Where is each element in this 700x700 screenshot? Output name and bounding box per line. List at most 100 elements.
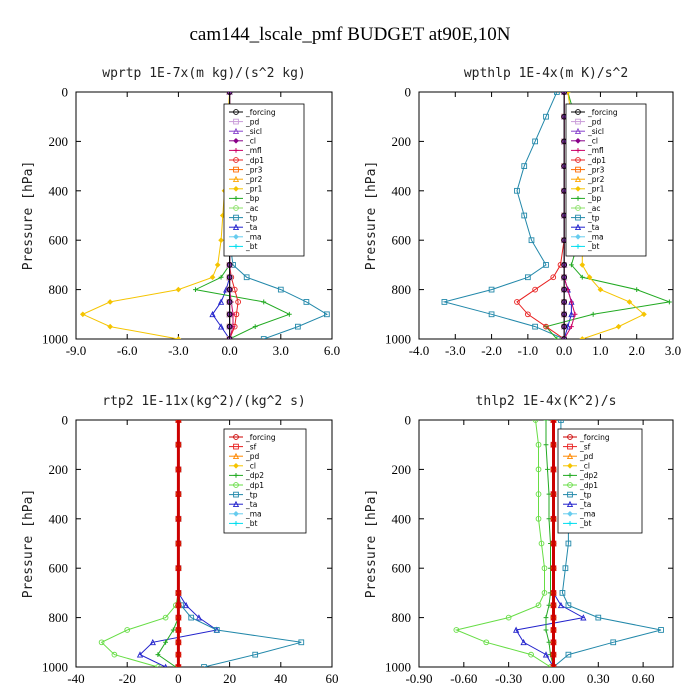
series-line-dp1 <box>454 420 551 667</box>
data-point <box>543 323 549 330</box>
data-point <box>569 262 574 268</box>
y-tick-label: 200 <box>392 134 412 149</box>
legend-label: _pr3 <box>587 165 605 174</box>
data-point <box>535 466 542 473</box>
legend-marker <box>233 462 239 469</box>
legend-label: _forcing <box>579 433 610 442</box>
legend-label: _sicl <box>245 127 262 136</box>
panel-title: wpthlp 1E-4x(m K)/s^2 <box>464 66 628 81</box>
legend-label: _pr1 <box>245 185 263 194</box>
data-point <box>188 614 195 621</box>
data-point <box>295 323 301 330</box>
legend-label: _pr2 <box>245 175 263 184</box>
legend-marker <box>233 148 239 153</box>
data-point <box>521 163 528 169</box>
legend-label: _ac <box>587 204 600 213</box>
legend-label: _pd <box>579 452 594 461</box>
legend-marker <box>233 510 239 517</box>
data-point <box>586 274 593 281</box>
legend-label: _pr2 <box>587 175 605 184</box>
y-tick-label: 800 <box>392 610 412 625</box>
data-point <box>213 627 220 633</box>
legend-marker <box>567 434 573 440</box>
data-point <box>111 651 118 658</box>
legend-label: _pr1 <box>587 185 605 194</box>
x-tick-label: -20 <box>119 671 136 686</box>
x-tick-label: 0.0 <box>221 343 237 358</box>
data-point <box>541 565 548 572</box>
data-point <box>569 299 574 305</box>
data-point <box>195 614 203 621</box>
legend-label: _dp1 <box>579 481 598 490</box>
y-tick-label: 400 <box>392 183 412 198</box>
panel-title: rtp2 1E-11x(kg^2)/(kg^2 s) <box>102 394 306 409</box>
x-tick-label: 40 <box>274 671 287 686</box>
legend-marker <box>574 223 582 231</box>
legend-label: _ta <box>587 223 599 232</box>
series-line-dp1 <box>100 420 179 667</box>
data-point <box>512 626 520 633</box>
legend-marker <box>575 157 581 163</box>
y-axis-label: Pressure [hPa] <box>21 161 36 271</box>
x-tick-label: 0.30 <box>587 671 610 686</box>
legend-label: _sf <box>579 442 591 451</box>
data-point <box>546 491 552 497</box>
legend-label: _tp <box>587 213 600 222</box>
legend-label: _bt <box>245 242 258 251</box>
data-point <box>569 324 574 330</box>
data-point <box>175 466 182 473</box>
data-point <box>525 274 531 281</box>
x-tick-label: -1.0 <box>518 343 539 358</box>
legend-marker <box>233 473 239 478</box>
legend-marker <box>567 473 573 478</box>
series-line-tp <box>442 92 565 339</box>
data-point <box>550 651 557 658</box>
legend-marker <box>233 157 239 163</box>
data-point <box>175 491 182 497</box>
y-tick-label: 800 <box>49 282 69 297</box>
data-point <box>535 441 542 448</box>
legend-marker <box>232 175 240 183</box>
data-point <box>214 262 221 268</box>
legend-marker <box>233 233 239 240</box>
legend-marker <box>575 233 581 240</box>
legend-label: _bt <box>579 519 592 528</box>
legend-label: _tp <box>579 490 592 499</box>
data-point <box>175 590 182 596</box>
legend-marker <box>233 196 239 201</box>
data-point <box>550 614 557 621</box>
panel-3: rtp2 1E-11x(kg^2)/(kg^2 s) Pressure [hPa]… <box>21 394 339 686</box>
data-point <box>175 651 182 658</box>
legend-label: _ta <box>579 500 591 509</box>
data-point <box>634 287 640 292</box>
data-point <box>525 311 531 318</box>
data-point <box>175 639 182 646</box>
data-point <box>175 441 182 448</box>
data-point <box>559 590 566 596</box>
y-axis-label: Pressure [hPa] <box>21 489 36 599</box>
x-tick-label: 0.00 <box>542 671 565 686</box>
data-point <box>261 299 267 305</box>
data-point <box>545 467 550 472</box>
data-point <box>532 420 539 423</box>
data-point <box>175 336 182 339</box>
legend-label: _dp1 <box>245 156 264 165</box>
data-point <box>550 565 557 572</box>
legend-label: _tp <box>245 490 258 499</box>
plot-frame <box>418 91 674 340</box>
data-point <box>538 540 545 547</box>
legend-marker <box>233 166 239 173</box>
data-point <box>561 336 567 339</box>
legend-label: _mfl <box>587 146 604 155</box>
data-point <box>201 664 207 667</box>
y-tick-label: 400 <box>392 511 412 526</box>
data-point <box>277 286 284 293</box>
data-point <box>520 638 527 646</box>
data-point <box>298 639 305 646</box>
data-point <box>163 639 168 645</box>
legend-label: _sicl <box>587 127 604 136</box>
data-point <box>98 639 105 646</box>
data-point <box>136 651 144 658</box>
legend-label: _ta <box>245 500 257 509</box>
